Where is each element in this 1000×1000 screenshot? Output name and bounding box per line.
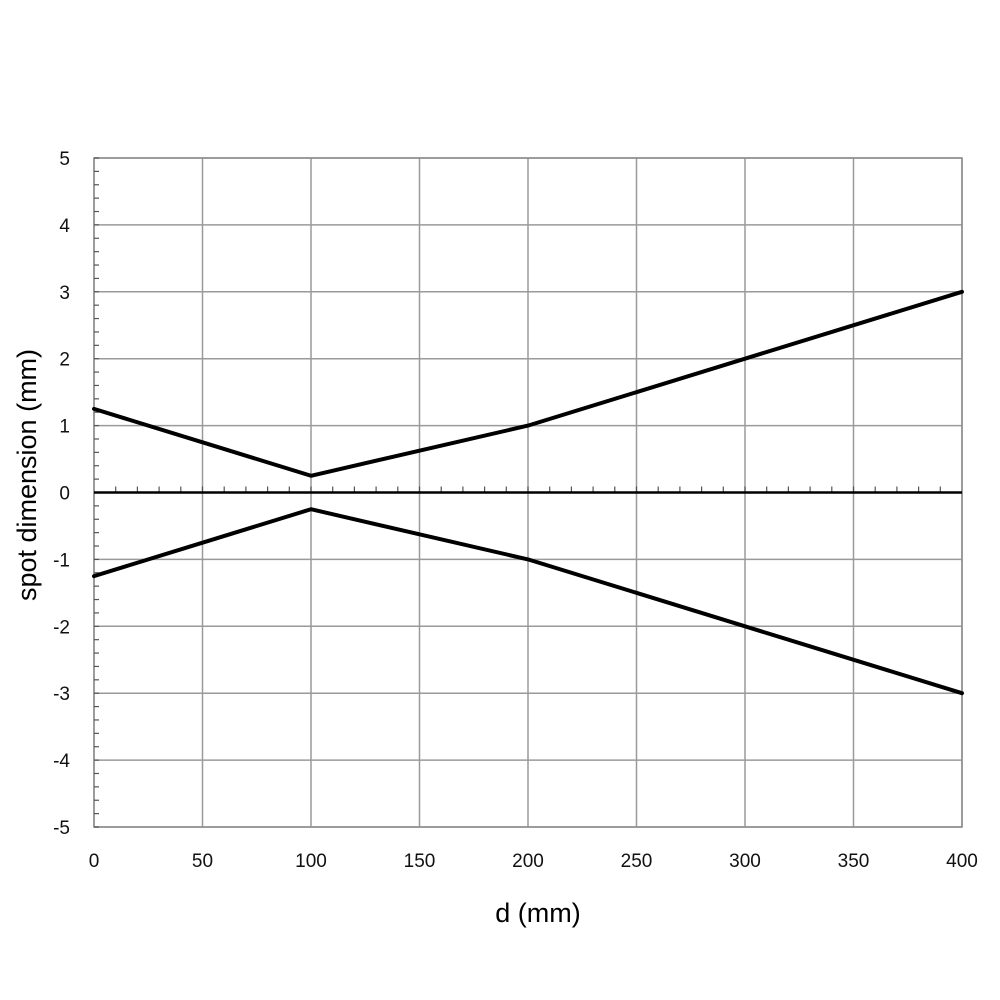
y-tick-label: -2 <box>53 617 70 638</box>
x-tick-label: 150 <box>404 851 436 872</box>
y-tick-label: 3 <box>59 283 70 304</box>
series-line-1 <box>92 289 964 478</box>
y-tick-label: 0 <box>59 484 70 505</box>
y-tick-label: 2 <box>59 350 70 371</box>
series-line-2 <box>92 507 964 696</box>
x-tick-labels: 0 50 100 150 200 250 300 350 400 <box>89 851 978 872</box>
y-tick-label: -4 <box>53 751 70 772</box>
y-tick-label: -5 <box>53 818 70 839</box>
y-tick-label: -3 <box>53 684 70 705</box>
y-tick-labels: 5 4 3 2 1 0 -1 -2 -3 -4 -5 <box>53 149 70 839</box>
x-axis-title: d (mm) <box>495 898 580 928</box>
y-tick-label: 1 <box>59 417 70 438</box>
x-tick-label: 350 <box>838 851 870 872</box>
y-tick-label: 5 <box>59 149 70 170</box>
x-tick-label: 200 <box>512 851 544 872</box>
x-tick-label: 100 <box>295 851 327 872</box>
y-tick-label: -1 <box>53 550 70 571</box>
x-tick-label: 250 <box>621 851 653 872</box>
x-tick-label: 400 <box>946 851 978 872</box>
x-tick-label: 300 <box>729 851 761 872</box>
x-tick-label: 50 <box>192 851 213 872</box>
x-tick-label: 0 <box>89 851 100 872</box>
y-tick-label: 4 <box>59 216 70 237</box>
y-axis-title: spot dimension (mm) <box>12 349 42 601</box>
data-series <box>92 289 964 696</box>
minor-ticks <box>94 157 962 828</box>
